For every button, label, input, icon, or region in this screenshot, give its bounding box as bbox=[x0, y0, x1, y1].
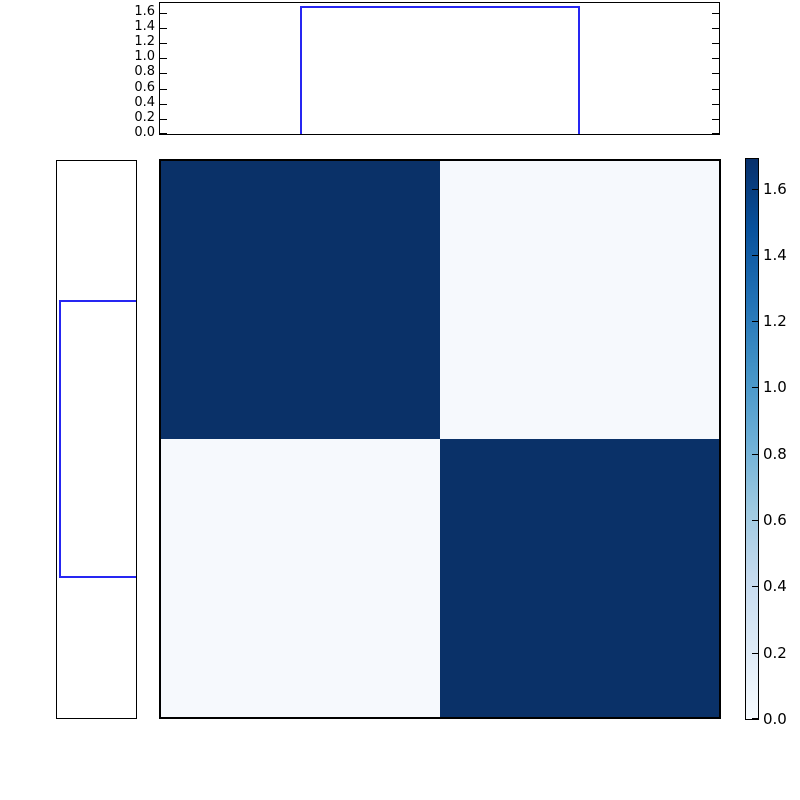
colorbar-tick bbox=[752, 321, 758, 322]
top-axes-y-tick bbox=[712, 104, 719, 105]
top-axes-y-tick-label: 0.0 bbox=[134, 125, 155, 140]
colorbar-tick-label: 0.4 bbox=[763, 577, 787, 595]
colorbar bbox=[745, 158, 759, 720]
colorbar-tick-label: 0.8 bbox=[763, 445, 787, 463]
top-axes-y-tick-label: 0.2 bbox=[134, 110, 155, 125]
heatmap-cell bbox=[440, 439, 719, 717]
colorbar-tick bbox=[752, 718, 758, 719]
top-axes-y-tick bbox=[160, 28, 167, 29]
top-axes-y-tick-label: 1.0 bbox=[134, 49, 155, 64]
top-axes-y-tick-label: 1.6 bbox=[134, 4, 155, 19]
left-marginal-axes bbox=[56, 160, 137, 719]
top-step-line bbox=[300, 6, 580, 134]
colorbar-tick bbox=[752, 586, 758, 587]
colorbar-tick-label: 1.0 bbox=[763, 378, 787, 396]
top-axes-y-tick bbox=[712, 73, 719, 74]
top-axes-y-tick-label: 0.4 bbox=[134, 95, 155, 110]
top-axes-y-tick bbox=[160, 119, 167, 120]
colorbar-tick-label: 0.0 bbox=[763, 710, 787, 728]
colorbar-tick-label: 1.2 bbox=[763, 312, 787, 330]
top-axes-y-tick bbox=[712, 58, 719, 59]
heatmap-cell bbox=[161, 439, 440, 717]
top-axes-tick-labels: 0.0 0.2 0.4 0.6 0.8 1.0 1.2 1.4 1.6 bbox=[107, 2, 155, 140]
top-axes-y-tick bbox=[712, 133, 719, 134]
colorbar-tick bbox=[752, 255, 758, 256]
top-axes-y-tick bbox=[712, 13, 719, 14]
colorbar-tick bbox=[752, 653, 758, 654]
heatmap-cell bbox=[161, 161, 440, 439]
top-axes-y-tick bbox=[712, 43, 719, 44]
colorbar-tick bbox=[752, 189, 758, 190]
top-axes-y-tick bbox=[160, 13, 167, 14]
colorbar-tick-label: 1.6 bbox=[763, 180, 787, 198]
colorbar-tick bbox=[752, 520, 758, 521]
top-axes-y-tick-label: 0.8 bbox=[134, 64, 155, 79]
top-axes-y-tick bbox=[160, 58, 167, 59]
top-axes-y-tick bbox=[712, 89, 719, 90]
top-axes-y-tick bbox=[160, 133, 167, 134]
colorbar-tick-label: 0.2 bbox=[763, 644, 787, 662]
top-axes-y-tick bbox=[712, 119, 719, 120]
top-axes-y-tick-label: 0.6 bbox=[134, 80, 155, 95]
heatmap-cell bbox=[440, 161, 719, 439]
top-axes-y-tick-label: 1.2 bbox=[134, 34, 155, 49]
colorbar-tick-label: 0.6 bbox=[763, 511, 787, 529]
top-axes-y-tick bbox=[160, 43, 167, 44]
colorbar-tick bbox=[752, 387, 758, 388]
top-axes-y-tick bbox=[160, 104, 167, 105]
colorbar-tick-label: 1.4 bbox=[763, 246, 787, 264]
top-axes-y-tick-label: 1.4 bbox=[134, 19, 155, 34]
top-axes-y-tick bbox=[160, 89, 167, 90]
colorbar-tick bbox=[752, 454, 758, 455]
top-axes-y-tick bbox=[712, 28, 719, 29]
left-step-line bbox=[59, 300, 136, 578]
top-axes-y-tick bbox=[160, 73, 167, 74]
top-marginal-axes bbox=[159, 2, 720, 135]
heatmap-axes bbox=[159, 159, 721, 719]
colorbar-tick-labels: 0.0 0.2 0.4 0.6 0.8 1.0 1.2 1.4 1.6 bbox=[763, 159, 800, 727]
